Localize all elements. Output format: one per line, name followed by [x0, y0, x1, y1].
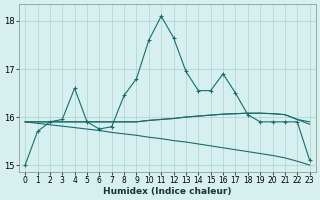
X-axis label: Humidex (Indice chaleur): Humidex (Indice chaleur)	[103, 187, 232, 196]
